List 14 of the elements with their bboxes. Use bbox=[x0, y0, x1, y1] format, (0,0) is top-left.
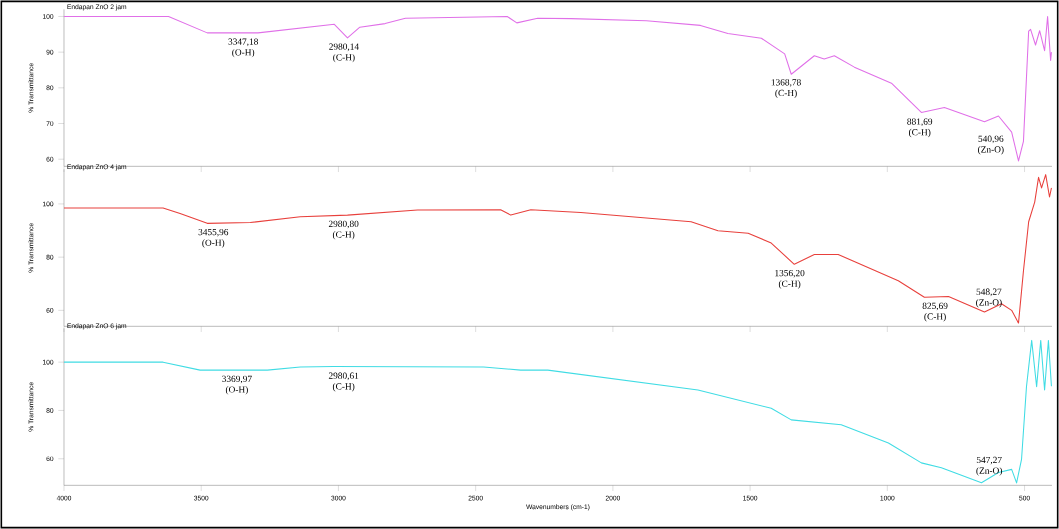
annotation: 2980,80 (C-H) bbox=[328, 220, 359, 240]
line-series bbox=[63, 15, 1052, 162]
annotation: 3347,18 (O-H) bbox=[228, 38, 259, 58]
annotation: 825,69 (C-H) bbox=[922, 302, 948, 322]
annotation: 3369,97 (O-H) bbox=[222, 375, 252, 395]
annotation: 540,96 (Zn-O) bbox=[978, 135, 1004, 155]
annotation: 881,69 (C-H) bbox=[907, 118, 933, 138]
annotation: 1356,20 (C-H) bbox=[775, 269, 805, 289]
annotation: 1368,78 (C-H) bbox=[771, 79, 801, 99]
annotation: 3455,96 (O-H) bbox=[198, 228, 229, 248]
annotation: 548,27 (Zn-O) bbox=[976, 288, 1002, 308]
annotation: 2980,14 (C-H) bbox=[329, 43, 359, 63]
annotation: 2980,61 (C-H) bbox=[328, 372, 359, 392]
annotation: 547,27 (Zn-O) bbox=[976, 456, 1002, 476]
